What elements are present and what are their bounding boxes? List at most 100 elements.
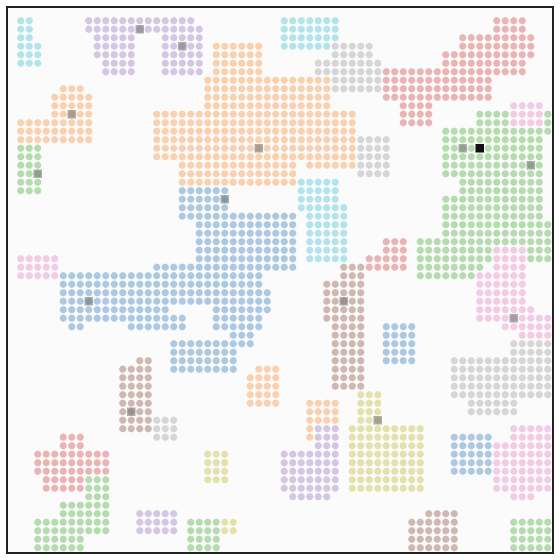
cell-red-top-right[interactable] [459, 93, 467, 101]
cell-olive-bottom-left[interactable] [212, 459, 220, 467]
cell-pink-bottom-right[interactable] [527, 433, 535, 441]
cell-orange-main[interactable] [306, 161, 314, 169]
cell-orange-main[interactable] [238, 161, 246, 169]
cell-green-right[interactable] [484, 238, 492, 246]
cell-purple-top-left[interactable] [161, 34, 169, 42]
cell-olive-mid[interactable] [391, 450, 399, 458]
cell-red-top-right[interactable] [425, 119, 433, 127]
cell-pink-right[interactable] [518, 306, 526, 314]
cell-pink-right[interactable] [484, 272, 492, 280]
cell-orange-main[interactable] [340, 153, 348, 161]
cell-purple-top-left[interactable] [187, 51, 195, 59]
cell-green-right[interactable] [476, 136, 484, 144]
cell-orange-left[interactable] [68, 102, 76, 110]
cell-orange-main[interactable] [170, 127, 178, 135]
cell-orange-main[interactable] [280, 119, 288, 127]
cell-olive-mid[interactable] [382, 442, 390, 450]
cell-brown-mid[interactable] [340, 382, 348, 390]
cell-olive-bottom-mid[interactable] [229, 527, 237, 535]
cell-gray-top-right[interactable] [357, 59, 365, 67]
cell-orange-main[interactable] [221, 127, 229, 135]
cell-pink-right[interactable] [493, 263, 501, 271]
cell-brown-left[interactable] [136, 365, 144, 373]
cell-blue-main[interactable] [238, 314, 246, 322]
cell-blue-main[interactable] [127, 306, 135, 314]
cell-blue-main[interactable] [212, 187, 220, 195]
cell-gray-right[interactable] [544, 340, 552, 348]
cell-green-left[interactable] [17, 144, 25, 152]
cell-brown-mid[interactable] [348, 331, 356, 339]
cell-orange-small[interactable] [263, 374, 271, 382]
cell-brown-mid[interactable] [340, 280, 348, 288]
cell-purple-bottom[interactable] [314, 493, 322, 501]
cell-green-right[interactable] [459, 195, 467, 203]
cell-green-right[interactable] [459, 238, 467, 246]
cell-green-right[interactable] [416, 272, 424, 280]
cell-orange-mid-bottom[interactable] [306, 425, 314, 433]
cell-orange-main[interactable] [272, 102, 280, 110]
cell-pink-left[interactable] [34, 272, 42, 280]
cell-cyan-mid[interactable] [323, 204, 331, 212]
cell-blue-main[interactable] [238, 289, 246, 297]
cell-blue-main[interactable] [102, 289, 110, 297]
cell-blue-main[interactable] [136, 272, 144, 280]
cell-orange-left[interactable] [68, 127, 76, 135]
cell-green-bottom-left[interactable] [93, 518, 101, 526]
cell-green-bottom-left[interactable] [102, 476, 110, 484]
cell-green-right[interactable] [493, 238, 501, 246]
cell-gray-right[interactable] [450, 382, 458, 390]
cell-red-bottom-left[interactable] [102, 467, 110, 475]
cell-red-mid[interactable] [365, 263, 373, 271]
cell-purple-bottom-left[interactable] [136, 510, 144, 518]
cell-gray-top-right[interactable] [323, 59, 331, 67]
cell-green-right[interactable] [544, 127, 552, 135]
highlighted-cell[interactable] [178, 42, 187, 51]
cell-cyan-mid[interactable] [331, 178, 339, 186]
cell-olive-mid[interactable] [416, 433, 424, 441]
cell-pink-left[interactable] [51, 272, 59, 280]
cell-orange-mid-bottom[interactable] [306, 433, 314, 441]
cell-cyan-top-left[interactable] [34, 59, 42, 67]
cell-pink-right[interactable] [484, 289, 492, 297]
cell-green-bottom-left[interactable] [68, 501, 76, 509]
cell-brown-mid[interactable] [348, 314, 356, 322]
cell-red-top-right[interactable] [459, 59, 467, 67]
cell-green-right[interactable] [510, 212, 518, 220]
cell-orange-main[interactable] [161, 136, 169, 144]
cell-blue-main[interactable] [170, 314, 178, 322]
cell-orange-main[interactable] [272, 119, 280, 127]
cell-orange-main[interactable] [229, 76, 237, 84]
cell-green-bottom-mid[interactable] [187, 518, 195, 526]
cell-gray-top-right[interactable] [340, 42, 348, 50]
cell-gray-left-bottom[interactable] [170, 416, 178, 424]
cell-blue-main[interactable] [76, 314, 84, 322]
cell-red-top-right[interactable] [408, 119, 416, 127]
cell-blue-main[interactable] [136, 280, 144, 288]
cell-green-right[interactable] [476, 187, 484, 195]
cell-green-right[interactable] [476, 246, 484, 254]
cell-pink-bottom-right[interactable] [518, 476, 526, 484]
cell-orange-main[interactable] [348, 119, 356, 127]
cell-olive-mid[interactable] [365, 476, 373, 484]
cell-blue-main[interactable] [136, 323, 144, 331]
cell-green-bottom-right[interactable] [527, 544, 535, 552]
cell-olive-mid[interactable] [408, 442, 416, 450]
cell-green-right[interactable] [442, 246, 450, 254]
cell-brown-bottom[interactable] [425, 510, 433, 518]
cell-orange-main[interactable] [348, 136, 356, 144]
cell-orange-main[interactable] [263, 170, 271, 178]
cell-orange-main[interactable] [187, 153, 195, 161]
cell-blue-main[interactable] [289, 255, 297, 263]
cell-orange-main[interactable] [238, 153, 246, 161]
cell-red-top-right[interactable] [484, 59, 492, 67]
cell-blue-main[interactable] [212, 340, 220, 348]
cell-orange-main[interactable] [238, 51, 246, 59]
cell-pink-right[interactable] [544, 314, 552, 322]
cell-gray-top-right[interactable] [340, 85, 348, 93]
cell-blue-main[interactable] [238, 255, 246, 263]
cell-orange-main[interactable] [195, 170, 203, 178]
cell-red-mid[interactable] [399, 246, 407, 254]
cell-blue-main[interactable] [246, 289, 254, 297]
cell-purple-bottom-left[interactable] [161, 518, 169, 526]
cell-blue-main[interactable] [212, 297, 220, 305]
